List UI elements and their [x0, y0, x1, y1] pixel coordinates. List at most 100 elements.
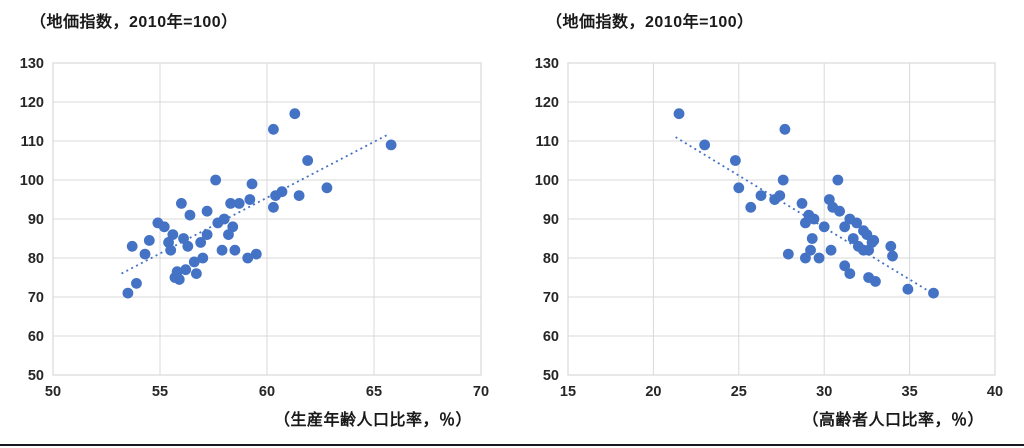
plot-border [52, 62, 482, 376]
data-point [289, 108, 301, 120]
data-point [321, 182, 333, 194]
data-point [870, 276, 881, 287]
data-point [813, 252, 825, 264]
data-point [806, 233, 818, 244]
x-tick-label: 60 [259, 384, 275, 400]
data-point [385, 139, 397, 151]
x-tick-label: 55 [152, 384, 168, 400]
data-point [805, 244, 816, 256]
y-tick-label: 100 [20, 173, 44, 189]
y-tick-label: 120 [20, 95, 44, 111]
data-point [210, 174, 222, 186]
data-point [729, 155, 741, 166]
data-point [800, 252, 811, 264]
data-point [839, 221, 851, 233]
data-point [902, 283, 914, 295]
y-tick-label: 60 [28, 329, 44, 345]
data-point [774, 190, 786, 202]
data-point [851, 217, 863, 229]
data-point [173, 274, 185, 285]
chart-title-left: （地価指数，2010年=100） [30, 14, 238, 31]
y-tick-label: 110 [536, 134, 559, 150]
chart-panel-right: （地価指数，2010年=100） 50 60 70 80 90 100 110 120 130 1… [512, 0, 1024, 448]
data-point [779, 123, 791, 135]
y-tick-label: 110 [21, 134, 44, 150]
x-tick-label: 25 [731, 384, 747, 400]
data-point [233, 198, 245, 209]
data-point [131, 277, 142, 289]
data-point [755, 190, 767, 202]
data-point [293, 190, 305, 202]
data-point [834, 205, 845, 217]
x-tick-label: 70 [473, 384, 489, 400]
y-tick-label: 50 [28, 368, 44, 384]
data-point [250, 248, 262, 260]
data-point [167, 229, 179, 241]
chart-panel-left: （地価指数，2010年=100） 50 60 70 80 90 100 110 120 130 5… [20, 14, 489, 429]
data-point [276, 186, 288, 198]
data-point [673, 108, 685, 120]
bottom-divider [0, 444, 1024, 446]
y-tick-label: 60 [543, 329, 559, 345]
data-point [699, 139, 711, 151]
data-point [246, 178, 258, 190]
y-tick-label: 80 [28, 251, 44, 267]
data-point [745, 201, 757, 213]
data-point [158, 221, 170, 233]
data-point [176, 198, 187, 209]
y-tick-label: 80 [543, 251, 559, 267]
x-tick-label: 40 [987, 384, 1003, 400]
chart-title-right: （地価指数，2010年=100） [546, 14, 754, 31]
plot-border [567, 62, 996, 376]
data-point [225, 198, 237, 209]
x-tick-label: 15 [560, 384, 576, 400]
data-point [818, 221, 830, 233]
data-point [184, 209, 196, 221]
y-tick-label: 70 [28, 290, 44, 306]
trend-line [675, 136, 936, 296]
data-point [868, 235, 880, 246]
data-point [928, 287, 939, 299]
y-tick-label: 130 [535, 56, 559, 72]
data-point [302, 155, 314, 166]
data-point [227, 221, 239, 233]
y-tick-label: 120 [535, 95, 559, 111]
data-point [825, 244, 837, 256]
x-tick-label: 50 [45, 384, 61, 400]
data-point [839, 260, 851, 272]
x-tick-label: 65 [366, 384, 382, 400]
data-point [229, 244, 241, 256]
data-point [733, 182, 745, 194]
data-point [143, 235, 155, 246]
data-point [242, 252, 254, 264]
data-point [216, 244, 228, 256]
data-point [165, 244, 177, 256]
y-tick-label: 50 [543, 368, 559, 384]
data-point [847, 233, 859, 244]
data-point [777, 174, 789, 186]
x-axis-title-left: （生産年齢人口比率，％） [273, 412, 472, 429]
y-tick-label: 90 [543, 212, 559, 228]
data-point [808, 213, 820, 225]
data-point [188, 256, 200, 268]
data-point [782, 248, 794, 260]
data-point [122, 287, 134, 299]
data-point [268, 123, 279, 135]
scatter-plot-left: 50 60 70 80 90 100 110 120 130 50 55 60 65 70 [20, 56, 489, 400]
data-point [201, 229, 213, 241]
data-point [844, 268, 856, 279]
data-point [201, 205, 213, 217]
data-point [190, 268, 202, 279]
data-point [197, 252, 209, 264]
data-point [832, 174, 844, 186]
data-point [218, 213, 230, 225]
data-point [126, 240, 138, 252]
data-point [139, 248, 151, 260]
data-point [268, 201, 279, 213]
data-point [885, 240, 897, 252]
y-tick-label: 70 [543, 290, 559, 306]
scatter-plot-right: 50 60 70 80 90 100 110 120 130 15 20 25 30 35 40 [535, 56, 1003, 400]
data-point [244, 194, 256, 205]
y-tick-label: 90 [28, 212, 44, 228]
data-point [796, 198, 808, 209]
